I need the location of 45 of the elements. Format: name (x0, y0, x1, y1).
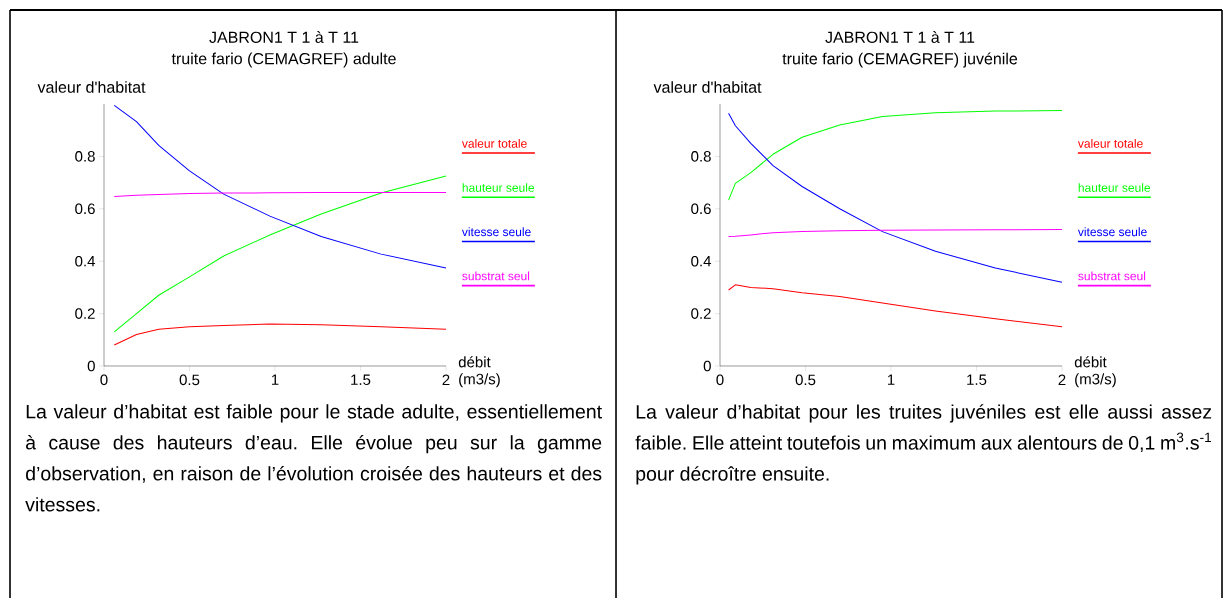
y-tick-label: 0.2 (691, 308, 711, 319)
y-axis-title: valeur d'habitat (653, 81, 762, 93)
line-series (113, 323, 447, 346)
y-axis-title: valeur d'habitat (37, 81, 146, 93)
y-tick-label: 0.6 (75, 203, 95, 215)
line-series (728, 112, 1063, 283)
text: valeur totale (1077, 138, 1143, 148)
text: substrat seul (1078, 271, 1146, 281)
x-tick-label: 0 (716, 374, 724, 386)
text: hauteur seule (1078, 183, 1151, 192)
y-tick-label: 0 (87, 360, 95, 372)
series-label: hauteur seule (462, 183, 535, 192)
y-tick-label: 0.4 (691, 255, 712, 267)
text: substrat seul (462, 271, 530, 281)
text: vitesse seule (1077, 227, 1147, 237)
x-tick-label: 0.5 (795, 374, 816, 386)
line-series (728, 229, 1063, 238)
y-tick-label: 0.8 (691, 151, 711, 162)
x-tick-label: 0 (100, 374, 108, 386)
text: La valeur d’habitat est faible pour le stade adulte, essentiellement à cause des hauteurs d’eau. Elle évolue peu sur la gamme d’observation, en raison de l’évolution croisée des hauteurs et des vitesses. (25, 404, 602, 512)
y-tick-label: 0.6 (691, 203, 711, 215)
x-axis-title: débit (m3/s) (458, 356, 500, 388)
x-tick-label: 2 (442, 374, 450, 386)
chart-title: JABRON1 T 1 à T 11 (825, 31, 975, 43)
chart-subtitle: truite fario (CEMAGREF) adulte (171, 52, 396, 68)
x-tick-label: 1.5 (967, 374, 987, 385)
text: valeur totale (461, 138, 527, 148)
line-series (728, 110, 1063, 201)
chart-title: JABRON1 T 1 à T 11 (209, 31, 359, 43)
y-tick-label: 0.4 (75, 255, 96, 267)
chart-subtitle: truite fario (CEMAGREF) juvénile (782, 52, 1018, 68)
line-series (113, 104, 447, 269)
x-tick-label: 1 (887, 374, 895, 385)
x-axis-title: débit (m3/s) (1074, 356, 1116, 388)
line-series (728, 284, 1063, 328)
y-tick-label: 0.2 (75, 308, 95, 319)
x-tick-label: 1 (271, 374, 279, 385)
y-tick-label: 0 (703, 360, 711, 372)
x-tick-label: 2 (1058, 374, 1066, 386)
x-tick-label: 0.5 (179, 374, 200, 386)
line-series (113, 175, 447, 333)
text: vitesse seule (461, 227, 531, 237)
x-tick-label: 1.5 (351, 374, 371, 385)
y-tick-label: 0.8 (75, 151, 95, 162)
text: La valeur d’habitat pour les truites juvéniles est elle aussi assez faible. Elle atteint toutefois un maximum aux alentours de 0,1 m$^{3}$.s$^{-1}$ pour décroître ensuite. (635, 404, 1212, 485)
